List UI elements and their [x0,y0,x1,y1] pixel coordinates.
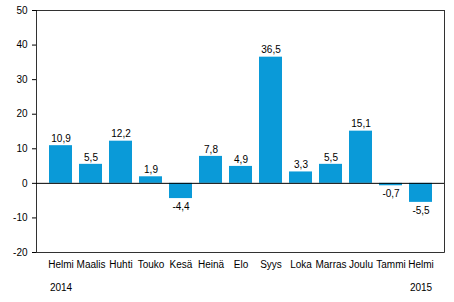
svg-text:-20: -20 [13,247,28,258]
svg-text:Huhti: Huhti [109,259,132,270]
svg-text:Helmi: Helmi [48,259,74,270]
svg-text:Touko: Touko [138,259,165,270]
svg-text:Kesä: Kesä [170,259,193,270]
svg-text:10: 10 [16,143,28,154]
svg-text:15,1: 15,1 [351,118,371,129]
svg-text:5,5: 5,5 [84,152,98,163]
svg-text:7,8: 7,8 [204,144,218,155]
svg-text:Tammi: Tammi [376,259,405,270]
svg-text:-0,7: -0,7 [382,188,400,199]
svg-text:Loka: Loka [290,259,312,270]
svg-text:12,2: 12,2 [111,128,131,139]
svg-text:-10: -10 [13,212,28,223]
svg-text:5,5: 5,5 [324,152,338,163]
svg-text:40: 40 [16,39,28,50]
svg-text:Heinä: Heinä [198,259,225,270]
svg-text:36,5: 36,5 [261,44,281,55]
svg-text:50: 50 [16,5,28,16]
svg-text:Marras: Marras [315,259,346,270]
svg-text:-5,5: -5,5 [412,205,430,216]
svg-text:Maalis: Maalis [77,259,106,270]
svg-text:Joulu: Joulu [349,259,373,270]
svg-text:20: 20 [16,108,28,119]
svg-text:2015: 2015 [410,282,433,293]
svg-text:Helmi: Helmi [408,259,434,270]
svg-text:Elo: Elo [234,259,249,270]
svg-text:30: 30 [16,74,28,85]
svg-text:Syys: Syys [260,259,282,270]
svg-text:2014: 2014 [50,282,73,293]
svg-text:1,9: 1,9 [144,164,158,175]
svg-text:-4,4: -4,4 [172,201,190,212]
svg-text:10,9: 10,9 [51,133,71,144]
svg-text:3,3: 3,3 [294,159,308,170]
svg-text:4,9: 4,9 [234,154,248,165]
svg-text:0: 0 [22,178,28,189]
